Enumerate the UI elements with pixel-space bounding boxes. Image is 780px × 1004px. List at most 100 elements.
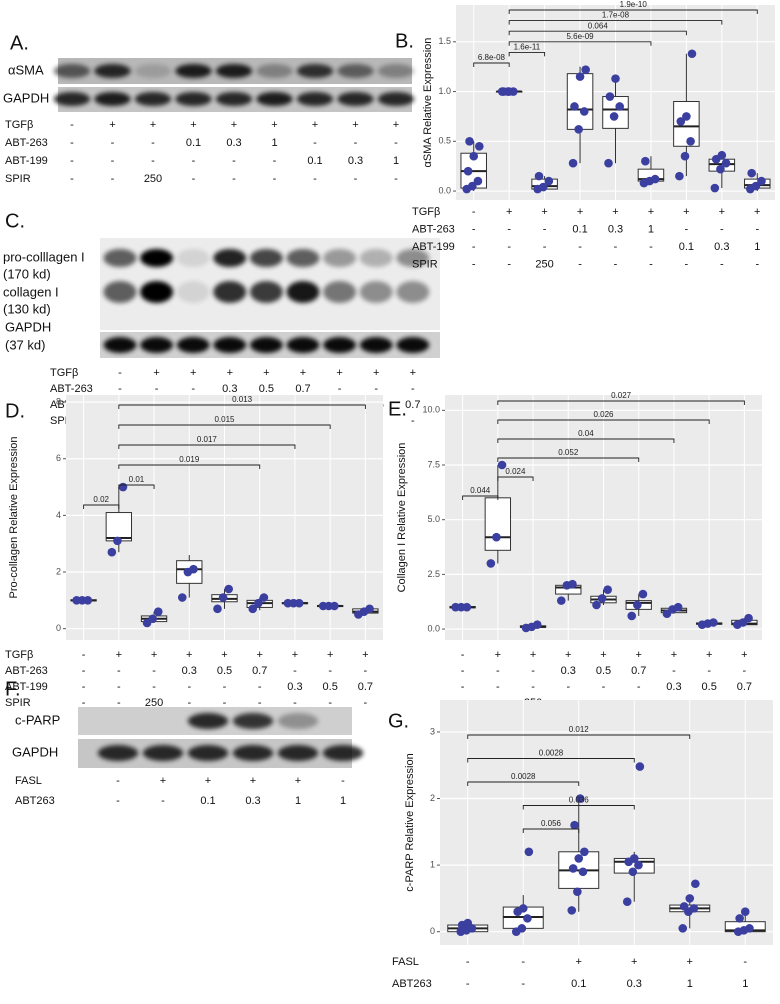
p-value: 0.026	[593, 410, 614, 419]
blot-band	[142, 745, 184, 761]
treatment-cell: 0.7	[358, 681, 373, 693]
treatment-cell: +	[741, 649, 747, 661]
treatment-cell: +	[150, 119, 156, 131]
data-point	[717, 150, 727, 160]
treatment-cell: 0.3	[608, 223, 623, 235]
comparison-bracket	[462, 495, 499, 500]
treatment-cell: +	[116, 649, 122, 661]
blot-band	[286, 337, 320, 353]
blot-band	[322, 745, 364, 761]
data-point	[475, 141, 484, 151]
treatment-cell: +	[506, 206, 512, 218]
treatment-cell: -	[637, 681, 641, 693]
treatment-cell: +	[257, 649, 263, 661]
data-point	[680, 151, 690, 161]
treatment-cell: -	[364, 665, 368, 677]
blot-band	[175, 64, 212, 78]
treatment-cell: -	[152, 665, 156, 677]
treatment-cell: +	[190, 367, 196, 379]
comparison-bracket	[508, 30, 687, 36]
treatment-cell: -	[707, 665, 711, 677]
treatment-cell: -	[672, 665, 676, 677]
treatment-cell: -	[191, 383, 195, 395]
blot-band	[286, 249, 320, 267]
blot-band	[140, 337, 174, 353]
treatment-cell: -	[273, 155, 277, 167]
data-point	[486, 559, 496, 568]
row-label: SPIR	[5, 697, 31, 709]
treatment-cell: -	[472, 223, 476, 235]
data-point	[635, 762, 645, 771]
treatment-cell: -	[70, 137, 74, 149]
data-point	[605, 92, 615, 101]
row-label: ABT-263	[412, 223, 455, 235]
treatment-cell: -	[472, 258, 476, 270]
treatment-cell: +	[612, 206, 618, 218]
treatment-cell: -	[755, 258, 759, 270]
blot-band	[134, 92, 172, 106]
data-point	[744, 613, 753, 623]
treatment-cell: 0.1	[679, 241, 694, 253]
comparison-bracket	[497, 438, 675, 443]
treatment-cell: -	[70, 155, 74, 167]
blot-band	[215, 92, 253, 106]
data-point	[689, 904, 699, 913]
data-point	[757, 176, 766, 186]
row-label: ABT-263	[50, 383, 93, 395]
treatment-cell: -	[614, 241, 618, 253]
data-point	[709, 618, 718, 627]
band-label: pro-colllagen I	[3, 249, 85, 264]
y-tick-label: 0	[56, 623, 61, 633]
treatment-cell: -	[223, 697, 227, 709]
panel-label: G.	[388, 710, 409, 732]
treatment-cell: +	[631, 956, 637, 968]
treatment-cell: 0.1	[572, 223, 587, 235]
blot-band	[337, 64, 374, 78]
blot-band	[377, 64, 415, 78]
data-point	[365, 604, 374, 614]
y-tick-label: 10.0	[422, 405, 440, 415]
data-point	[609, 112, 619, 121]
treatment-cell: +	[577, 206, 583, 218]
data-point	[177, 593, 187, 602]
data-point	[622, 897, 632, 907]
comparison-bracket	[497, 476, 534, 481]
row-label: TGFβ	[5, 649, 33, 661]
data-point	[465, 137, 474, 146]
treatment-cell: 0.7	[295, 383, 310, 395]
comparison-bracket	[497, 419, 710, 424]
blot-band	[277, 745, 319, 761]
y-tick-label: 0.0	[438, 185, 451, 195]
treatment-cell: -	[394, 137, 398, 149]
treatment-cell: -	[649, 241, 653, 253]
comparison-bracket	[497, 400, 745, 405]
blot-band	[97, 745, 139, 761]
y-tick-label: 0.0	[427, 623, 440, 633]
treatment-cell: 0.1	[186, 137, 201, 149]
treatment-cell: +	[636, 649, 642, 661]
data-point	[524, 847, 534, 857]
data-point	[650, 174, 660, 184]
treatment-cell: +	[706, 649, 712, 661]
treatment-cell: +	[186, 649, 192, 661]
p-value: 0.015	[214, 415, 235, 424]
treatment-cell: -	[354, 137, 358, 149]
treatment-cell: 1	[648, 223, 654, 235]
p-value: 0.012	[569, 725, 590, 734]
band-label: (130 kd)	[3, 301, 51, 316]
blot-band	[323, 249, 357, 267]
comparison-bracket	[118, 404, 366, 409]
data-point	[678, 924, 688, 933]
treatment-cell: -	[461, 649, 465, 661]
treatment-cell: -	[82, 681, 86, 693]
treatment-cell: -	[118, 383, 122, 395]
data-point	[745, 924, 754, 933]
comparison-bracket	[497, 457, 640, 462]
treatment-cell: +	[648, 206, 654, 218]
treatment-cell: -	[258, 681, 262, 693]
treatment-cell: +	[719, 206, 725, 218]
data-point	[118, 482, 128, 492]
p-value: 0.052	[558, 448, 579, 457]
blot-band	[187, 745, 229, 761]
